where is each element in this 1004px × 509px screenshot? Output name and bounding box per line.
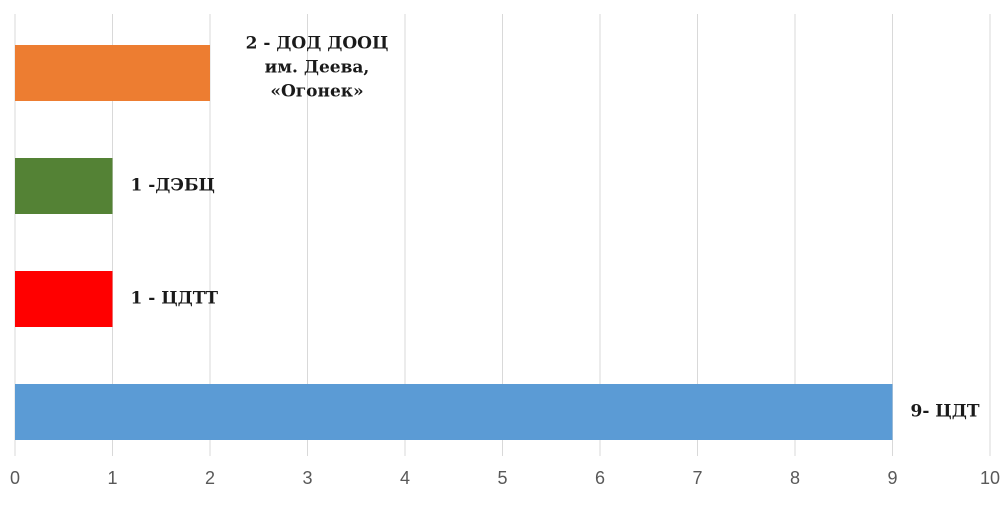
- x-tick-label-2: 2: [205, 468, 215, 488]
- x-tick-label-8: 8: [790, 468, 800, 488]
- bar-2: [15, 271, 113, 327]
- x-tick-label-6: 6: [595, 468, 605, 488]
- data-label-bar-4-line-1: 2 - ДОД ДООЦ: [246, 34, 389, 54]
- data-label-bar-3: 1 -ДЭБЦ: [131, 176, 215, 196]
- data-label-bar-1: 9- ЦДТ: [911, 402, 980, 422]
- bar-3: [15, 158, 113, 214]
- x-tick-label-4: 4: [400, 468, 410, 488]
- x-tick-label-0: 0: [10, 468, 20, 488]
- x-tick-label-7: 7: [692, 468, 702, 488]
- data-labels: 9- ЦДТ 1 - ЦДТТ 1 -ДЭБЦ 2 - ДОД ДООЦ им. Дее…: [131, 34, 980, 422]
- x-axis-tick-labels: 0 1 2 3 4 5 6 7 8 9 10: [10, 468, 1000, 488]
- x-tick-label-3: 3: [302, 468, 312, 488]
- data-label-bar-4-line-2: им. Деева,: [265, 58, 370, 78]
- x-tick-label-10: 10: [980, 468, 1000, 488]
- bar-4: [15, 45, 210, 101]
- bars: [15, 45, 893, 440]
- x-tick-label-9: 9: [887, 468, 897, 488]
- x-tick-label-5: 5: [497, 468, 507, 488]
- x-tick-label-1: 1: [107, 468, 117, 488]
- data-label-bar-4-line-3: «Огонек»: [270, 82, 363, 102]
- bar-1: [15, 384, 893, 440]
- data-label-bar-2: 1 - ЦДТТ: [131, 289, 219, 309]
